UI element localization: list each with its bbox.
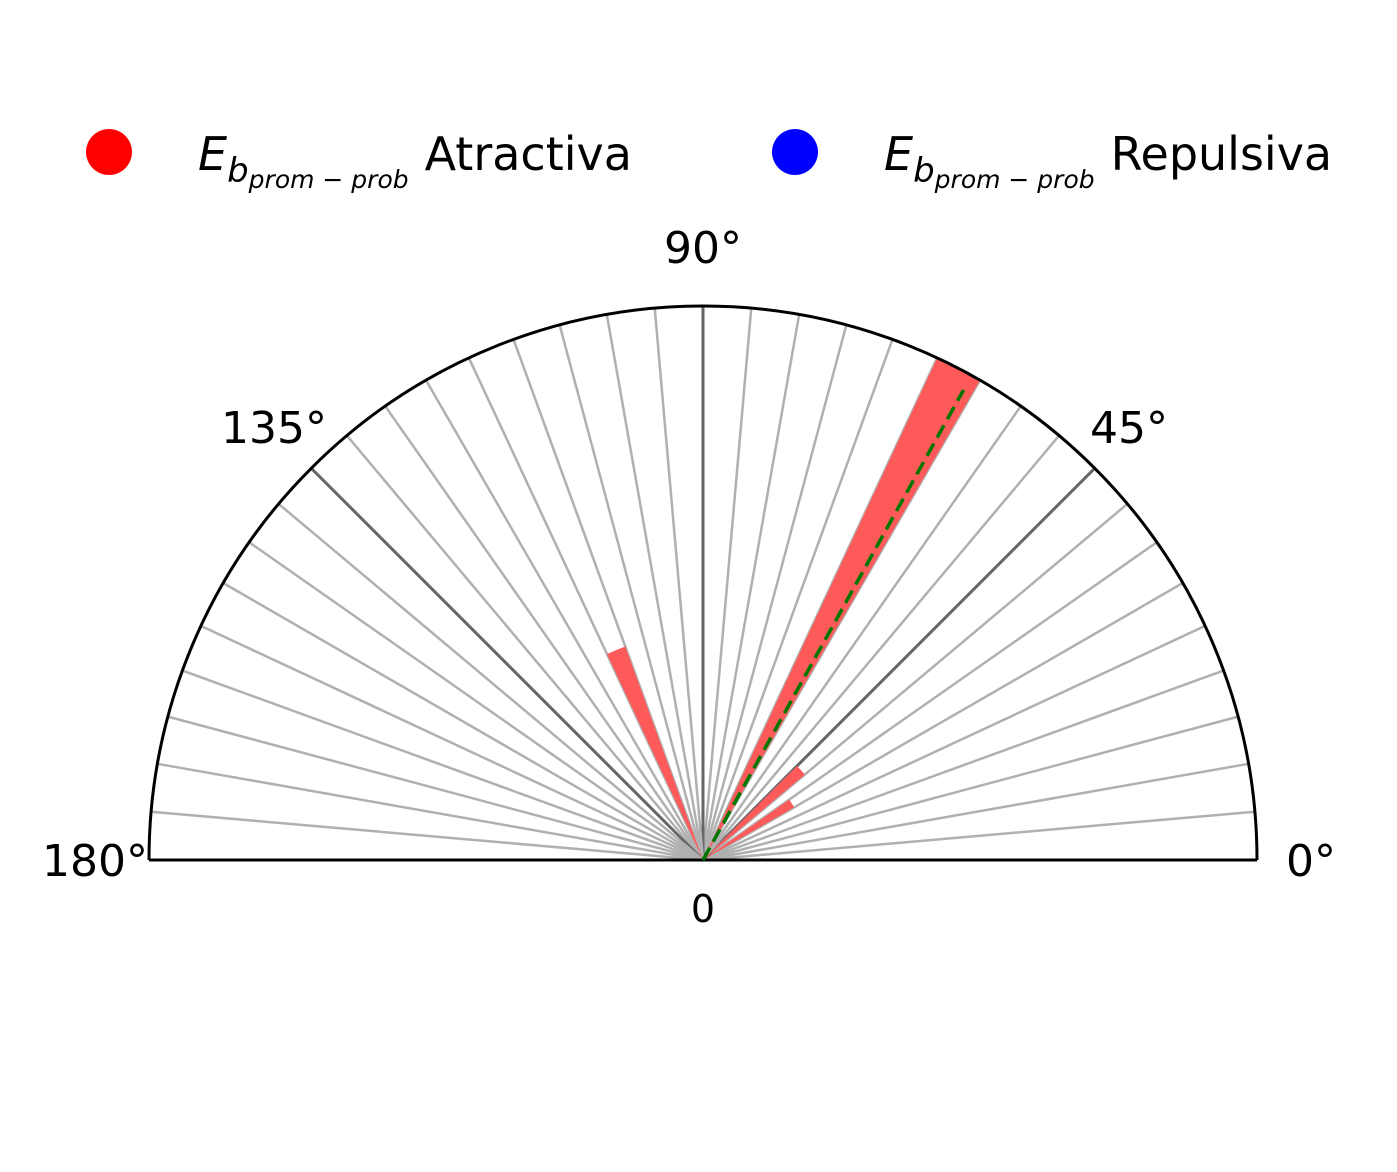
angle-tick-label-45: 45° (1090, 403, 1168, 454)
reference-line (701, 389, 966, 861)
grid-line (702, 762, 1249, 862)
grid-line (701, 314, 801, 861)
grid-line (157, 762, 704, 862)
grid-line (558, 324, 705, 861)
outer-arc (147, 304, 1259, 861)
bar-42.5deg (703, 765, 805, 860)
legend-marker-atractiva (86, 129, 132, 175)
grid-line (248, 541, 704, 862)
legend-marker-repulsiva (772, 129, 818, 175)
grid-line (277, 502, 704, 861)
grid-lines (151, 306, 1255, 862)
grid-line (702, 624, 1206, 862)
legend-series-name: Repulsiva (1111, 127, 1333, 181)
major-grid-line (310, 467, 705, 862)
reference-line-group (701, 389, 966, 861)
legend-symbol: E (884, 127, 913, 181)
grid-line (701, 324, 848, 861)
angle-tick-label-180: 180° (42, 836, 148, 887)
grid-line (167, 715, 704, 862)
legend-subscript: b (227, 151, 249, 191)
angle-tick-label-135: 135° (221, 403, 327, 454)
radial-tick-label: 0 (691, 887, 715, 931)
grid-line (701, 405, 1022, 861)
grid-line (702, 502, 1129, 861)
grid-line (701, 338, 894, 861)
grid-line (702, 541, 1158, 862)
bar-32.5deg (703, 799, 795, 860)
grid-line (702, 434, 1061, 861)
grid-line (151, 810, 704, 862)
legend-label-atractiva: Ebprom − prob Atractiva (198, 127, 632, 194)
grid-line (702, 810, 1255, 862)
legend-symbol: E (198, 127, 227, 181)
grid-line (181, 669, 704, 862)
legend-entry-repulsiva: Ebprom − prob Repulsiva (772, 127, 1332, 194)
angle-tick-label-0: 0° (1286, 836, 1336, 887)
bar-112.5deg (607, 646, 703, 860)
legend-subsubscript: prom − prob (248, 165, 409, 194)
grid-line (653, 308, 705, 861)
legend-label-repulsiva: Ebprom − prob Repulsiva (884, 127, 1332, 194)
grid-line (384, 405, 705, 861)
tick-labels: 0° 45° 90° 135° 180° 0 (42, 223, 1336, 931)
grid-line (222, 581, 704, 862)
grid-line (701, 308, 753, 861)
legend-subsubscript: prom − prob (934, 165, 1095, 194)
legend-subscript: b (913, 151, 935, 191)
legend: Ebprom − prob Atractiva Ebprom − prob Repu… (86, 127, 1332, 194)
grid-line (702, 715, 1239, 862)
angle-tick-label-90: 90° (664, 223, 742, 274)
legend-entry-atractiva: Ebprom − prob Atractiva (86, 127, 632, 194)
legend-series-name: Atractiva (425, 127, 632, 181)
grid-line (605, 314, 705, 861)
grid-line (200, 624, 704, 862)
grid-line (512, 338, 705, 861)
grid-line (424, 379, 705, 861)
grid-line (702, 669, 1225, 862)
grid-line (467, 357, 705, 861)
grid-line (345, 434, 704, 861)
